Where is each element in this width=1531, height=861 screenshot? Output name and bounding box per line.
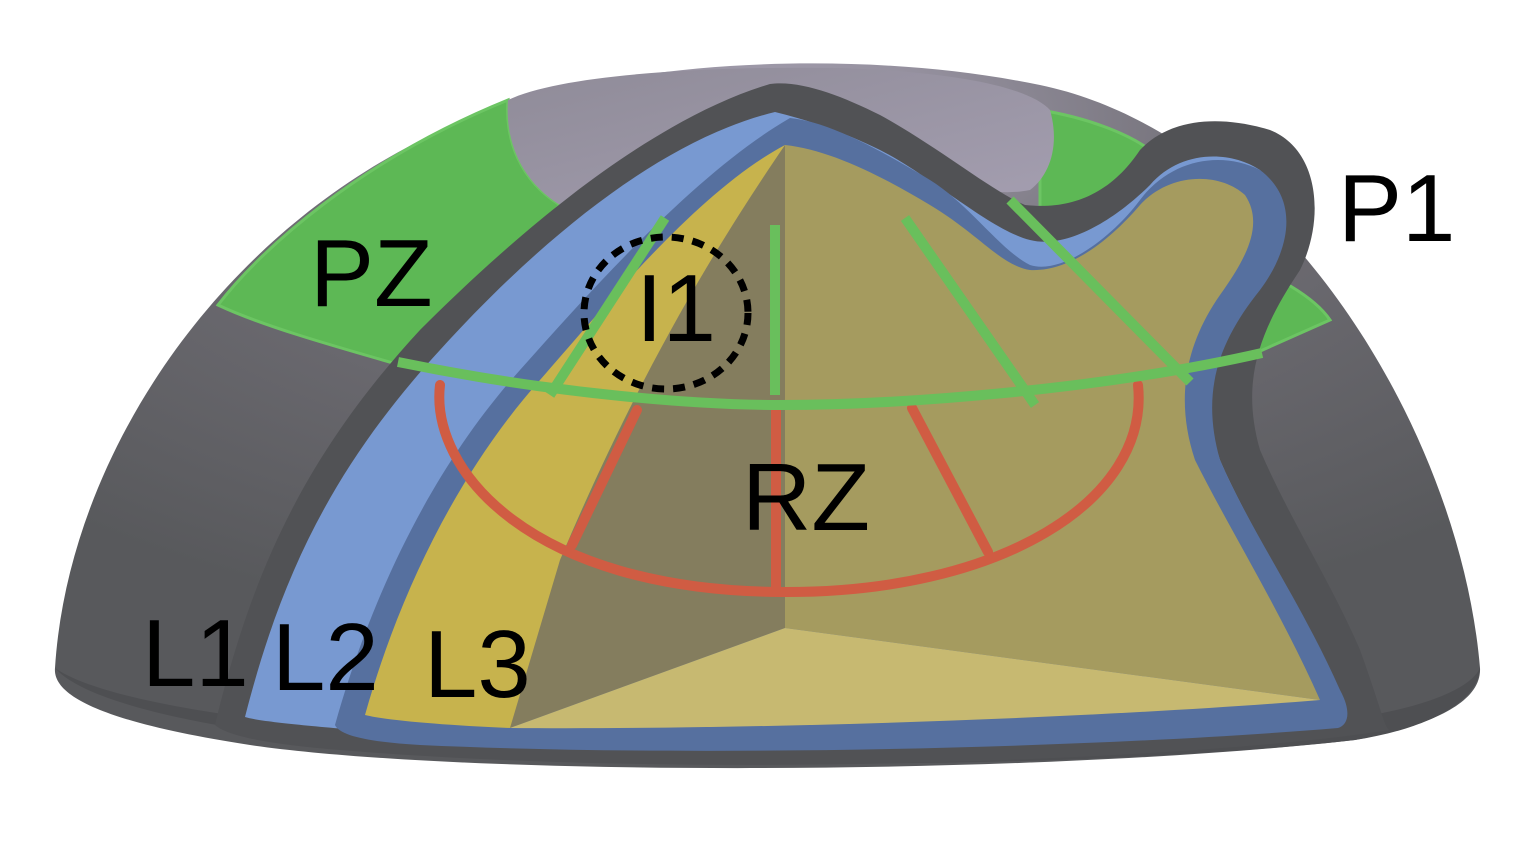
rz-red-spoke-3	[907, 403, 993, 557]
pz-green-spoke-1	[545, 215, 670, 398]
rz-red-lines	[434, 380, 1144, 598]
label-l1: L1	[142, 600, 249, 707]
label-pz: PZ	[310, 220, 433, 327]
pz-green-spoke-3	[900, 215, 1040, 408]
label-rz: RZ	[742, 444, 870, 551]
dome-top-cap	[507, 67, 1054, 205]
label-i1: I1	[636, 255, 716, 362]
rz-red-spoke-1	[567, 405, 642, 550]
pz-green-lines	[397, 196, 1264, 411]
i1-dashed-circle	[580, 233, 752, 393]
inner-left-face	[510, 145, 785, 728]
label-p1: P1	[1338, 155, 1455, 262]
pz-green-spoke-4	[1006, 196, 1194, 386]
inner-floor	[510, 628, 1320, 729]
label-l2: L2	[272, 604, 379, 711]
label-l3: L3	[424, 611, 531, 718]
inner-right-face	[785, 145, 1320, 700]
